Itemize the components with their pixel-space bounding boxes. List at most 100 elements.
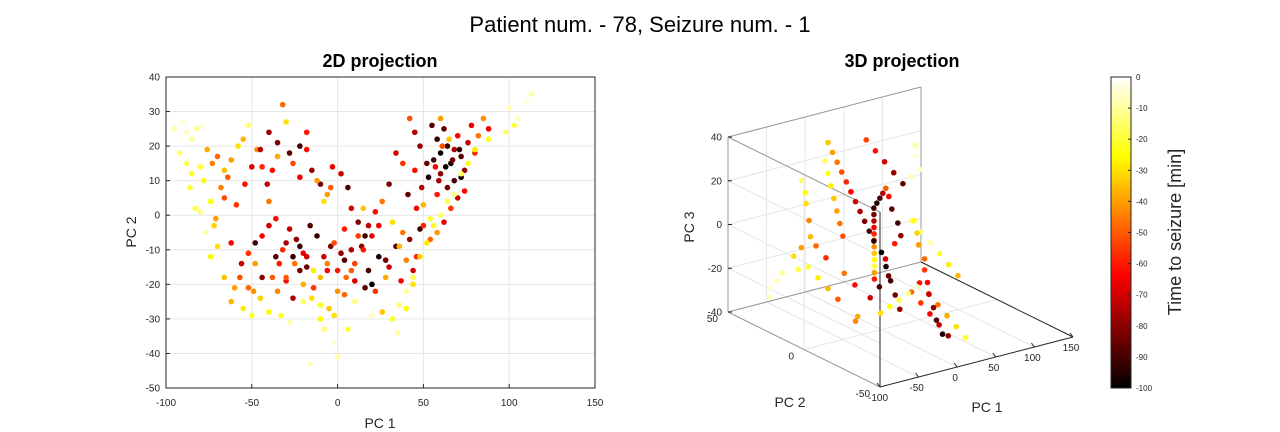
scatter-point-3d [944, 312, 950, 319]
scatter-point-3d [955, 272, 961, 279]
scatter-point-3d [840, 233, 846, 239]
scatter-point [286, 150, 293, 156]
scatter-point [413, 205, 420, 212]
scatter-point [259, 164, 265, 170]
scatter-point [331, 312, 337, 319]
scatter-point [403, 257, 410, 263]
scatter-point-3d [911, 217, 917, 224]
scatter-point [321, 198, 327, 205]
grid-line-y-floor [803, 299, 998, 350]
scatter-point-3d [886, 193, 892, 200]
scatter-point-3d [773, 278, 780, 284]
grid-line-z-wall [727, 267, 881, 344]
tick-label-x: 50 [418, 398, 430, 409]
scatter-point [290, 295, 296, 301]
scatter-point [454, 132, 461, 139]
scatter-point [348, 267, 355, 274]
colorbar-ticks: 0 -10 -20 -30 -40 -50 -60 -70 -80 -90 -100 [1128, 73, 1153, 393]
scatter-point-3d [874, 200, 880, 206]
scatter-point [451, 177, 458, 184]
scatter-point-3d [871, 250, 877, 257]
scatter-point [269, 274, 276, 281]
scatter-point [249, 312, 255, 319]
scatter-point-3d [798, 244, 805, 251]
scatter-point [393, 150, 399, 156]
scatter-point [351, 278, 358, 284]
scatter-point [417, 226, 423, 232]
scatter-point [425, 174, 432, 181]
colorbar-tick-label: -50 [1136, 229, 1148, 238]
scatter-point [297, 267, 303, 274]
scatter-point [417, 253, 423, 260]
scatter-point-3d [828, 183, 834, 189]
scatter-point [432, 164, 439, 170]
scatter-point-3d [913, 153, 919, 159]
scatter-point-3d [914, 230, 920, 236]
scatter-point-3d [912, 142, 919, 148]
scatter-point [444, 143, 451, 149]
scatter-point [365, 267, 372, 274]
scatter-point [420, 222, 427, 229]
scatter-point-3d [834, 159, 840, 166]
grid-line-z-wall [727, 217, 922, 269]
scatter-point [283, 119, 289, 125]
colorbar-tick-label: -10 [1136, 104, 1148, 113]
scatter-point [212, 215, 219, 222]
scatter-point [264, 181, 271, 187]
scatter-point [257, 295, 264, 301]
panel-2d-xlabel: PC 1 [364, 415, 395, 431]
scatter-point-3d [926, 291, 932, 298]
scatter-point [207, 198, 214, 205]
tick-label-x: 50 [988, 363, 1000, 374]
scatter-point [303, 253, 310, 260]
scatter-point [233, 202, 240, 208]
tick-label-z: -20 [708, 264, 723, 275]
scatter-point [420, 202, 427, 208]
scatter-point-3d [795, 266, 801, 273]
scatter-point [386, 181, 392, 187]
grid-line-z-wall [727, 180, 881, 257]
scatter-point [379, 309, 386, 315]
scatter-point-3d [877, 310, 884, 316]
scatter-point [475, 132, 482, 139]
scatter-point-3d [767, 285, 774, 291]
scatter-point [221, 274, 228, 281]
scatter-point [514, 115, 521, 122]
scatter-point [389, 316, 396, 322]
scatter-point [224, 174, 231, 181]
scatter-point [362, 233, 368, 239]
scatter-point [410, 274, 416, 281]
scatter-point [192, 205, 198, 212]
scatter-point [446, 136, 452, 142]
scatter-point [334, 267, 341, 274]
scatter-point [375, 222, 382, 229]
panel-3d-title: 3D projection [844, 51, 959, 71]
tick-label-x: 0 [952, 373, 958, 384]
scatter-point [274, 288, 281, 295]
scatter-point-3d [834, 208, 840, 214]
scatter-point [351, 260, 358, 267]
scatter-point [382, 274, 389, 281]
scatter-point [528, 91, 535, 98]
scatter-point [355, 219, 361, 225]
scatter-point [372, 208, 379, 215]
tick-label-x: 150 [1063, 343, 1080, 354]
scatter-point-3d [813, 243, 819, 249]
tick-label-x: 150 [587, 398, 604, 409]
scatter-point [444, 184, 451, 191]
scatter-point [238, 260, 245, 267]
panel-2d-axes-box [165, 76, 596, 389]
panel-3d-zlabel: PC 3 [681, 211, 697, 242]
scatter-point-3d [877, 195, 883, 201]
scatter-point [329, 164, 336, 170]
tick-label-y: -40 [146, 349, 161, 360]
scatter-point [286, 226, 293, 232]
scatter-point [303, 264, 310, 270]
tick-x [992, 352, 997, 358]
scatter-point-3d [866, 228, 873, 234]
scatter-point [300, 298, 307, 305]
scatter-point [194, 126, 200, 132]
scatter-point [245, 284, 252, 291]
tick-label-y: 20 [149, 142, 161, 153]
